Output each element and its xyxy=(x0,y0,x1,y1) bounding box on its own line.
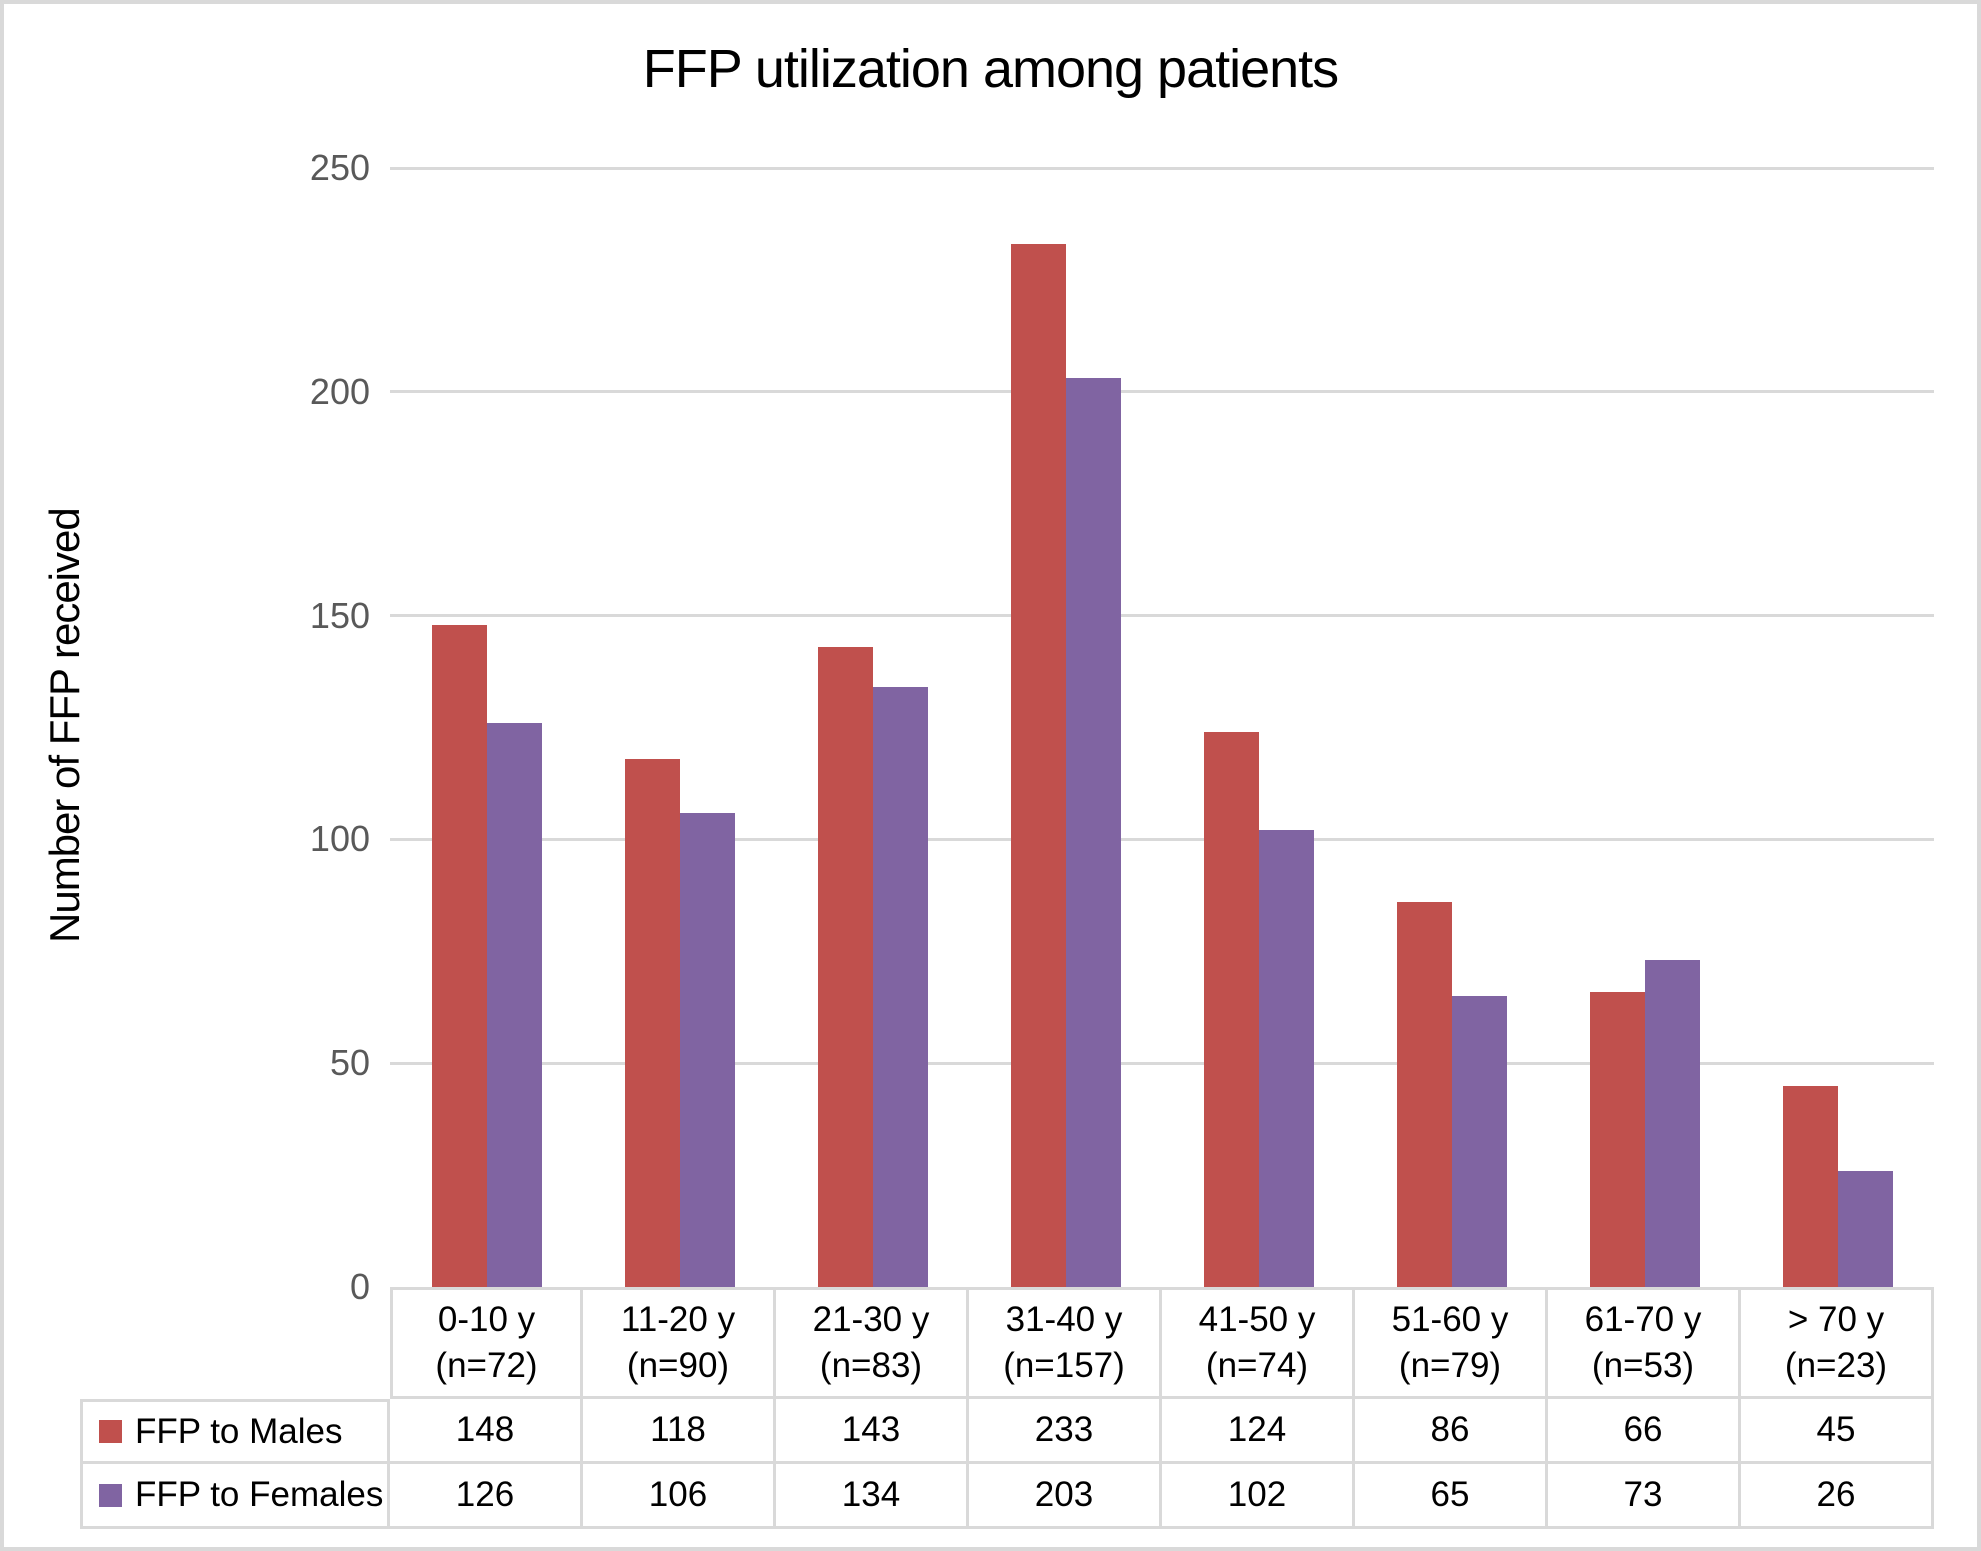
bar-ffp-to-males-41-50-y xyxy=(1203,731,1259,1287)
chart-title: FFP utilization among patients xyxy=(642,39,1339,99)
category-range-label: 61-70 y xyxy=(1584,1299,1702,1339)
table-value-ffp-to-females-21-30-y: 134 xyxy=(776,1464,969,1529)
bar-ffp-to-males-11-20-y xyxy=(624,758,680,1287)
category-count-label: (n=72) xyxy=(435,1346,538,1385)
category-count-label: (n=83) xyxy=(819,1346,923,1385)
category-count-label: (n=157) xyxy=(1003,1346,1125,1385)
y-tick-0: 0 xyxy=(349,1266,370,1307)
category-range-label: > 70 y xyxy=(1787,1299,1885,1339)
y-tick-250: 250 xyxy=(309,147,370,188)
legend-cell-ffp-to-females: FFP to Females xyxy=(80,1464,390,1529)
gridline-250 xyxy=(390,166,1934,170)
table-value-ffp-to-males-51-60-y: 86 xyxy=(1355,1399,1548,1464)
bar-ffp-to-males--70-y xyxy=(1782,1085,1838,1287)
table-value-ffp-to-males-0-10-y: 148 xyxy=(390,1399,583,1464)
y-tick-50: 50 xyxy=(329,1042,370,1084)
category-range-label: 51-60 y xyxy=(1391,1299,1509,1339)
category-header-31-40-y: 31-40 y (n=157) xyxy=(969,1287,1162,1399)
gridline-200 xyxy=(390,390,1934,394)
category-count-label: (n=90) xyxy=(626,1346,730,1385)
bar-ffp-to-females-11-20-y xyxy=(679,812,735,1287)
bar-ffp-to-females-51-60-y xyxy=(1451,996,1507,1287)
legend-label: FFP to Males xyxy=(135,1411,343,1451)
table-value-ffp-to-females-11-20-y: 106 xyxy=(583,1464,776,1529)
data-table: 0-10 y (n=72) 11-20 y (n=90) 21-30 y (n=83) 31… xyxy=(80,1287,1934,1529)
bar-ffp-to-females-61-70-y xyxy=(1644,960,1700,1287)
bar-ffp-to-females-41-50-y xyxy=(1258,830,1314,1287)
y-axis-title: Number of FFP received xyxy=(41,508,88,943)
legend-swatch-females xyxy=(99,1483,122,1507)
bar-ffp-to-females-31-40-y xyxy=(1065,378,1121,1287)
bar-ffp-to-females-21-30-y xyxy=(872,687,928,1287)
table-value-ffp-to-females-51-60-y: 65 xyxy=(1355,1464,1548,1529)
legend-cell-ffp-to-males: FFP to Males xyxy=(80,1399,390,1464)
table-corner-cell xyxy=(80,1287,390,1399)
table-value-ffp-to-females-61-70-y: 73 xyxy=(1548,1464,1741,1529)
category-header-21-30-y: 21-30 y (n=83) xyxy=(776,1287,969,1399)
bar-ffp-to-females-0-10-y xyxy=(486,723,542,1287)
legend-swatch-males xyxy=(99,1420,122,1443)
category-header-0-10-y: 0-10 y (n=72) xyxy=(390,1287,583,1399)
y-tick-200: 200 xyxy=(309,370,370,412)
gridline-100 xyxy=(390,837,1934,841)
category-count-label: (n=79) xyxy=(1398,1346,1502,1385)
gridline-50 xyxy=(390,1061,1934,1065)
table-value-ffp-to-males-11-20-y: 118 xyxy=(583,1399,776,1464)
category-range-label: 31-40 y xyxy=(1005,1299,1123,1339)
category-range-label: 11-20 y xyxy=(620,1299,736,1339)
bar-ffp-to-males-0-10-y xyxy=(431,624,487,1287)
gridline-150 xyxy=(390,614,1934,618)
table-value-ffp-to-males--70-y: 45 xyxy=(1741,1399,1934,1464)
y-tick-150: 150 xyxy=(309,594,370,636)
legend-label: FFP to Females xyxy=(135,1475,384,1514)
category-count-label: (n=74) xyxy=(1205,1346,1309,1385)
category-range-label: 21-30 y xyxy=(812,1299,930,1339)
table-value-ffp-to-females--70-y: 26 xyxy=(1741,1464,1934,1529)
category-range-label: 0-10 y xyxy=(437,1299,536,1339)
table-value-ffp-to-males-41-50-y: 124 xyxy=(1162,1399,1355,1464)
plot-area xyxy=(390,166,1934,1287)
bar-ffp-to-females--70-y xyxy=(1837,1170,1893,1287)
table-value-ffp-to-males-21-30-y: 143 xyxy=(776,1399,969,1464)
category-header--70-y: > 70 y (n=23) xyxy=(1741,1287,1934,1399)
category-header-41-50-y: 41-50 y (n=74) xyxy=(1162,1287,1355,1399)
category-range-label: 41-50 y xyxy=(1198,1299,1316,1339)
category-count-label: (n=23) xyxy=(1784,1346,1888,1385)
category-count-label: (n=53) xyxy=(1591,1346,1695,1385)
bar-ffp-to-males-21-30-y xyxy=(817,646,873,1287)
bar-ffp-to-males-61-70-y xyxy=(1589,991,1645,1287)
y-tick-100: 100 xyxy=(309,818,370,860)
bar-ffp-to-males-31-40-y xyxy=(1010,244,1066,1287)
table-value-ffp-to-females-31-40-y: 203 xyxy=(969,1464,1162,1529)
table-value-ffp-to-males-31-40-y: 233 xyxy=(969,1399,1162,1464)
bar-ffp-to-males-51-60-y xyxy=(1396,902,1452,1287)
category-header-61-70-y: 61-70 y (n=53) xyxy=(1548,1287,1741,1399)
table-value-ffp-to-males-61-70-y: 66 xyxy=(1548,1399,1741,1464)
category-header-51-60-y: 51-60 y (n=79) xyxy=(1355,1287,1548,1399)
table-value-ffp-to-females-0-10-y: 126 xyxy=(390,1464,583,1529)
table-value-ffp-to-females-41-50-y: 102 xyxy=(1162,1464,1355,1529)
category-header-11-20-y: 11-20 y (n=90) xyxy=(583,1287,776,1399)
